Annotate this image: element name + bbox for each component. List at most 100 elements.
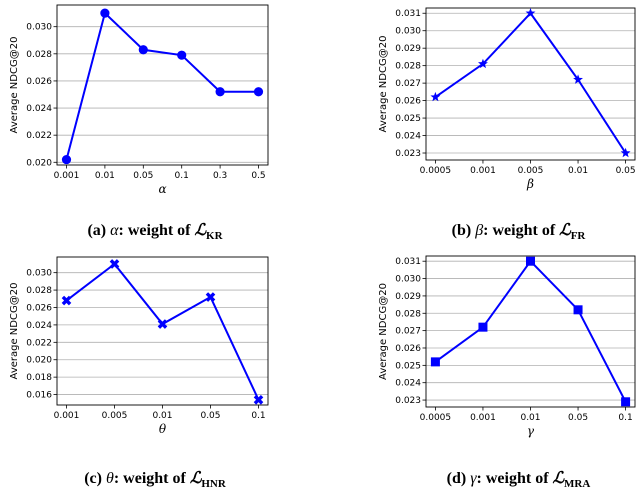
- chart-d-frame: [425, 255, 636, 408]
- chart-d-xtick-label: 0.1: [618, 413, 632, 423]
- chart-a-series-line: [65, 11, 259, 160]
- chart-d-svg: 0.023 0.024 0.025 0.026 0.027 0.028 0.029 0.030…: [378, 255, 636, 438]
- chart-d-xtick-label: 0.001: [470, 413, 496, 423]
- caption-a: (a) α: weight of ℒKR: [30, 220, 280, 242]
- chart-d-xtick-label: 0.01: [520, 413, 540, 423]
- chart-c-svg: 0.016 0.018 0.020 0.022 0.024 0.026 0.028 0.030…: [9, 256, 269, 436]
- chart-b-ytick-label: 0.028: [395, 62, 421, 72]
- chart-b-point: [478, 58, 488, 69]
- chart-a-ylabel: Average NDCG@20: [9, 37, 20, 134]
- caption-a-prefix: (a): [87, 222, 111, 239]
- chart-c-xtick-label: 0.01: [152, 411, 172, 421]
- chart-a-frame: [56, 4, 269, 166]
- chart-b-xtick-label: 0.01: [568, 166, 588, 176]
- chart-b-xlabel: β: [526, 177, 534, 191]
- caption-c: (c) θ: weight of ℒHNR: [30, 468, 280, 490]
- caption-b-loss: ℒ: [559, 222, 571, 239]
- caption-c-prefix: (c): [84, 470, 106, 487]
- chart-d-series-line: [434, 259, 627, 403]
- chart-d-point: [430, 357, 440, 367]
- chart-a-xtick-label: 0.05: [133, 171, 153, 181]
- chart-d-ytick-label: 0.030: [395, 275, 421, 285]
- chart-d-xlabel: γ: [527, 424, 535, 438]
- caption-d-prefix: (d): [446, 470, 471, 487]
- chart-a-point: [215, 87, 225, 97]
- chart-a-ytick-label: 0.026: [26, 77, 52, 87]
- chart-b-ytick-label: 0.029: [395, 44, 421, 54]
- chart-c-ylabel: Average NDCG@20: [9, 283, 20, 380]
- chart-b-ytick-label: 0.025: [395, 114, 421, 124]
- chart-b-ytick-label: 0.027: [395, 79, 421, 89]
- chart-a-point: [253, 87, 264, 97]
- caption-c-symbol: θ: [105, 470, 114, 487]
- chart-a-xlabel: α: [158, 182, 166, 196]
- caption-c-subscript: HNR: [201, 478, 226, 491]
- chart-a-point: [177, 50, 187, 60]
- chart-c-ytick-label: 0.022: [26, 338, 52, 348]
- chart-b-ytick-label: 0.023: [395, 149, 421, 159]
- chart-d-point: [573, 305, 583, 315]
- chart-c-ytick-label: 0.018: [26, 373, 52, 383]
- caption-b: (b) β: weight of ℒFR: [400, 220, 637, 242]
- chart-b-frame: [425, 7, 636, 161]
- caption-d-symbol: γ: [470, 470, 477, 487]
- chart-c-ytick-label: 0.016: [26, 391, 52, 401]
- chart-b-ytick-label: 0.031: [395, 9, 421, 19]
- caption-a-text: : weight of: [118, 222, 195, 239]
- chart-d-point: [526, 256, 535, 266]
- chart-b-ylabel: Average NDCG@20: [378, 36, 389, 133]
- caption-b-prefix: (b): [451, 222, 476, 239]
- chart-b-xtick-label: 0.05: [616, 166, 636, 176]
- chart-a-xtick-label: 0.01: [95, 171, 115, 181]
- chart-d-point: [478, 322, 488, 332]
- chart-a-svg: 0.020 0.022 0.024 0.026 0.028 0.030 0.001 0.01 0…: [9, 4, 269, 196]
- chart-a-point: [61, 154, 72, 165]
- chart-panel-b: 0.023 0.024 0.025 0.026 0.027 0.028 0.029 0.030…: [370, 0, 637, 205]
- chart-a-ytick-label: 0.028: [26, 50, 52, 60]
- chart-c-frame: [56, 256, 269, 406]
- chart-c-series-line: [65, 262, 260, 401]
- chart-c-ytick-label: 0.028: [26, 286, 52, 296]
- chart-a-ytick-label: 0.030: [26, 23, 52, 33]
- chart-d-ytick-label: 0.029: [395, 292, 421, 302]
- chart-c-point: [253, 394, 264, 405]
- chart-d-ytick-label: 0.028: [395, 309, 421, 319]
- caption-a-loss: ℒ: [194, 222, 207, 239]
- chart-c-xlabel: θ: [159, 422, 167, 436]
- chart-d-ytick-label: 0.026: [395, 344, 421, 354]
- caption-c-text: : weight of: [113, 470, 190, 487]
- caption-d: (d) γ: weight of ℒMRA: [400, 468, 637, 490]
- chart-a-point: [100, 8, 110, 18]
- chart-b-point: [620, 147, 631, 158]
- chart-d-ytick-label: 0.023: [395, 396, 421, 406]
- caption-b-symbol: β: [475, 222, 484, 239]
- chart-d-ytick-label: 0.027: [395, 327, 421, 337]
- chart-b-ytick-label: 0.024: [395, 132, 421, 142]
- caption-a-symbol: α: [110, 222, 119, 239]
- chart-c-point: [61, 295, 72, 306]
- chart-b-xtick-label: 0.001: [470, 166, 496, 176]
- caption-a-subscript: KR: [206, 230, 223, 243]
- chart-b-ytick-label: 0.030: [395, 27, 421, 37]
- chart-a-xtick-label: 0.001: [54, 171, 80, 181]
- chart-b-point: [573, 74, 583, 84]
- chart-c-ytick-label: 0.020: [26, 356, 52, 366]
- caption-b-text: : weight of: [483, 222, 560, 239]
- chart-d-xtick-label: 0.0005: [420, 413, 452, 423]
- chart-a-point: [138, 45, 148, 55]
- caption-c-loss: ℒ: [189, 470, 202, 487]
- chart-d-point: [621, 397, 631, 407]
- chart-c-xtick-label: 0.005: [102, 411, 128, 421]
- chart-d-ytick-label: 0.024: [395, 379, 421, 389]
- chart-b-point: [525, 8, 536, 18]
- caption-d-loss: ℒ: [552, 470, 565, 487]
- chart-b-point: [430, 91, 441, 102]
- chart-panel-c: 0.016 0.018 0.020 0.022 0.024 0.026 0.028 0.030…: [0, 250, 280, 450]
- chart-c-ytick-label: 0.030: [26, 269, 52, 279]
- chart-b-ytick-label: 0.026: [395, 97, 421, 107]
- chart-c-xtick-label: 0.1: [251, 411, 265, 421]
- chart-a-xtick-label: 0.1: [175, 171, 189, 181]
- chart-a-ytick-label: 0.020: [26, 158, 52, 168]
- chart-c-ytick-label: 0.024: [26, 321, 52, 331]
- chart-c-point: [109, 259, 120, 269]
